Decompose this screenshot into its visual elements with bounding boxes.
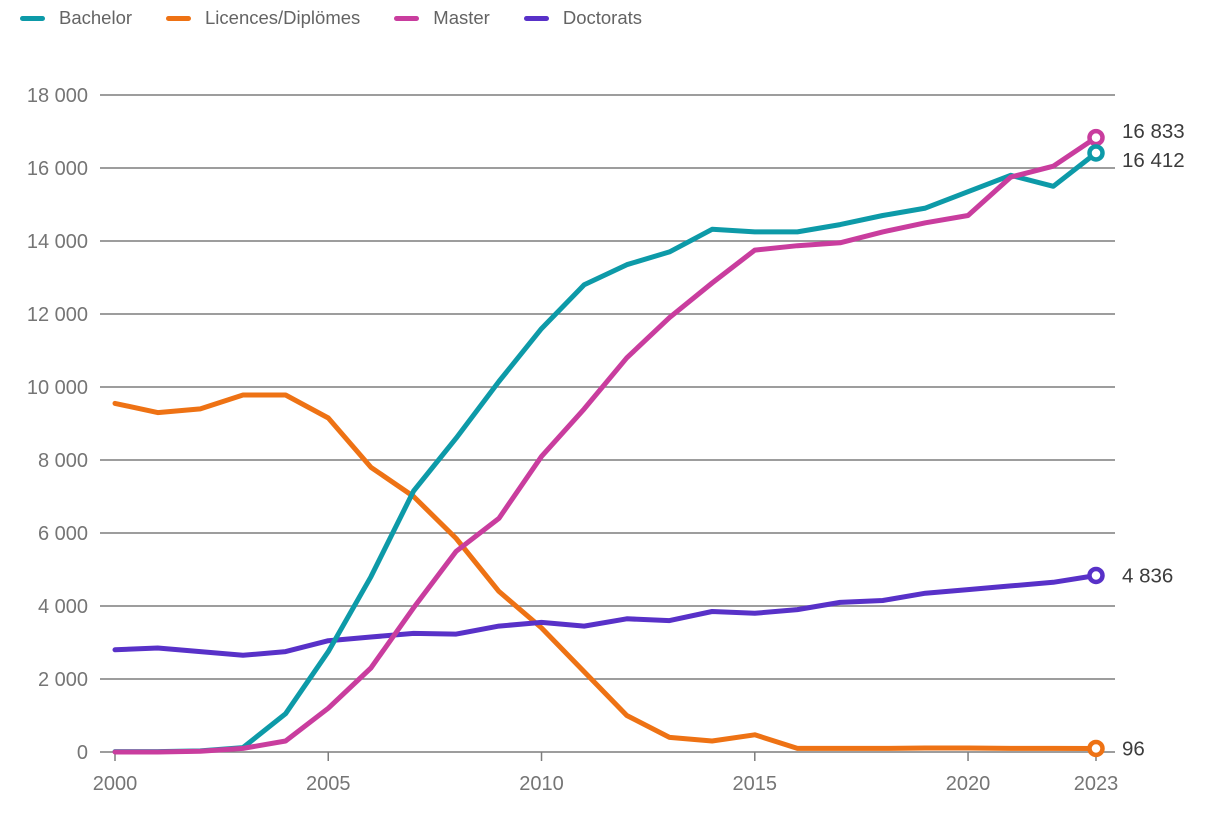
legend-swatch-icon <box>394 15 420 21</box>
legend-item-3: Doctorats <box>523 7 642 29</box>
legend-label: Master <box>433 7 490 28</box>
end-value-label: 16 833 <box>1122 120 1185 143</box>
end-marker-licences-dipl-mes <box>1087 739 1105 758</box>
y-axis-label: 16 000 <box>27 158 88 180</box>
x-axis-label: 2000 <box>93 773 138 795</box>
y-axis-label: 18 000 <box>27 85 88 107</box>
legend-item-1: Licences/Diplömes <box>166 7 360 29</box>
legend-swatch-icon <box>523 15 549 21</box>
end-value-label: 96 <box>1122 737 1145 760</box>
legend-item-0: Bachelor <box>20 7 132 29</box>
chart-legend: Bachelor Licences/Diplömes Master Doctorats <box>20 7 642 29</box>
y-axis-label: 8 000 <box>38 450 88 472</box>
y-axis-label: 6 000 <box>38 523 88 545</box>
x-axis-label: 2020 <box>946 773 991 795</box>
y-axis-label: 14 000 <box>27 231 88 253</box>
x-axis-label: 2015 <box>733 773 778 795</box>
series-line-doctorats <box>112 573 1099 658</box>
legend-item-2: Master <box>394 7 490 29</box>
y-axis-label: 10 000 <box>27 377 88 399</box>
legend-swatch-icon <box>20 15 45 21</box>
end-marker-doctorats <box>1087 566 1105 585</box>
legend-label: Bachelor <box>59 7 133 28</box>
legend-label: Licences/Diplömes <box>205 7 361 28</box>
x-axis-label: 2005 <box>306 773 351 795</box>
legend-label: Doctorats <box>562 7 642 28</box>
y-axis-label: 0 <box>77 742 88 764</box>
end-marker-master <box>1087 128 1105 147</box>
y-axis-label: 2 000 <box>38 669 88 691</box>
x-axis-label: 2010 <box>519 773 564 795</box>
series-line-master <box>112 135 1099 755</box>
end-marker-bachelor <box>1087 144 1105 162</box>
y-axis-label: 4 000 <box>38 596 88 618</box>
legend-swatch-icon <box>166 15 192 21</box>
series-line-licences-dipl-mes <box>112 392 1099 751</box>
x-axis-label: 2023 <box>1074 773 1119 795</box>
end-value-label: 16 412 <box>1122 149 1185 172</box>
end-value-label: 4 836 <box>1122 564 1173 587</box>
y-axis-label: 12 000 <box>27 304 88 326</box>
series-line-bachelor <box>112 150 1099 755</box>
